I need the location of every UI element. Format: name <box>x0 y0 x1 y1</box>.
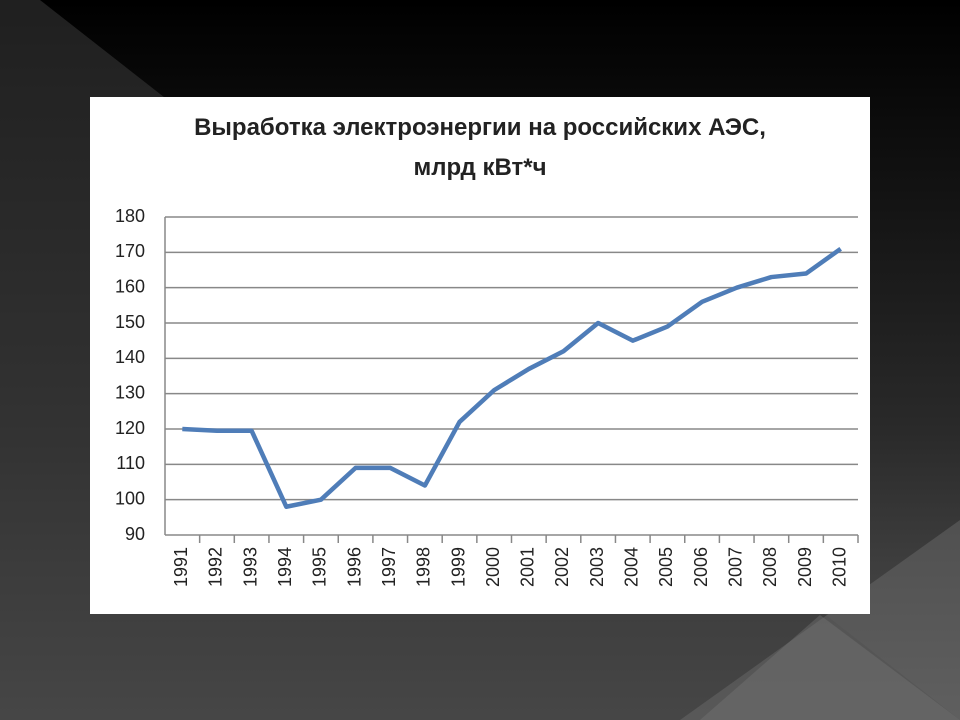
x-tick-label: 1999 <box>448 547 468 587</box>
y-tick-label: 110 <box>116 453 145 473</box>
y-tick-label: 160 <box>115 276 145 296</box>
x-tick-label: 1998 <box>414 547 434 587</box>
x-tick-label: 2003 <box>587 547 607 587</box>
y-tick-label: 180 <box>115 206 145 226</box>
x-tick-label: 2005 <box>656 547 676 587</box>
y-tick-label: 90 <box>125 524 145 544</box>
y-tick-label: 120 <box>115 418 145 438</box>
y-tick-label: 130 <box>115 382 145 402</box>
y-tick-label: 150 <box>115 312 145 332</box>
chart-title: Выработка электроэнергии на российских А… <box>194 114 766 181</box>
x-tick-label: 2007 <box>725 547 745 587</box>
x-tick-label: 1995 <box>310 547 330 587</box>
y-tick-label: 140 <box>115 347 145 367</box>
x-tick-label: 2001 <box>518 547 538 587</box>
x-tick-label: 2000 <box>483 547 503 587</box>
data-line <box>182 246 842 509</box>
y-tick-label: 100 <box>115 488 145 508</box>
x-tick-label: 1993 <box>240 547 260 587</box>
x-tick-label: 2004 <box>622 547 642 587</box>
x-tick-label: 1992 <box>206 547 226 587</box>
chart-panel <box>90 97 870 614</box>
x-tick-label: 1996 <box>344 547 364 587</box>
x-tick-label: 1994 <box>275 547 295 587</box>
x-tick-label: 2002 <box>552 547 572 587</box>
x-tick-label: 2010 <box>829 547 849 587</box>
background-shape <box>700 615 960 720</box>
y-tick-label: 170 <box>115 241 145 261</box>
x-tick-label: 2009 <box>795 547 815 587</box>
x-tick-label: 2006 <box>691 547 711 587</box>
x-tick-label: 2008 <box>760 547 780 587</box>
x-tick-label: 1991 <box>171 547 191 587</box>
background-shape <box>680 520 960 720</box>
x-tick-label: 1997 <box>379 547 399 587</box>
